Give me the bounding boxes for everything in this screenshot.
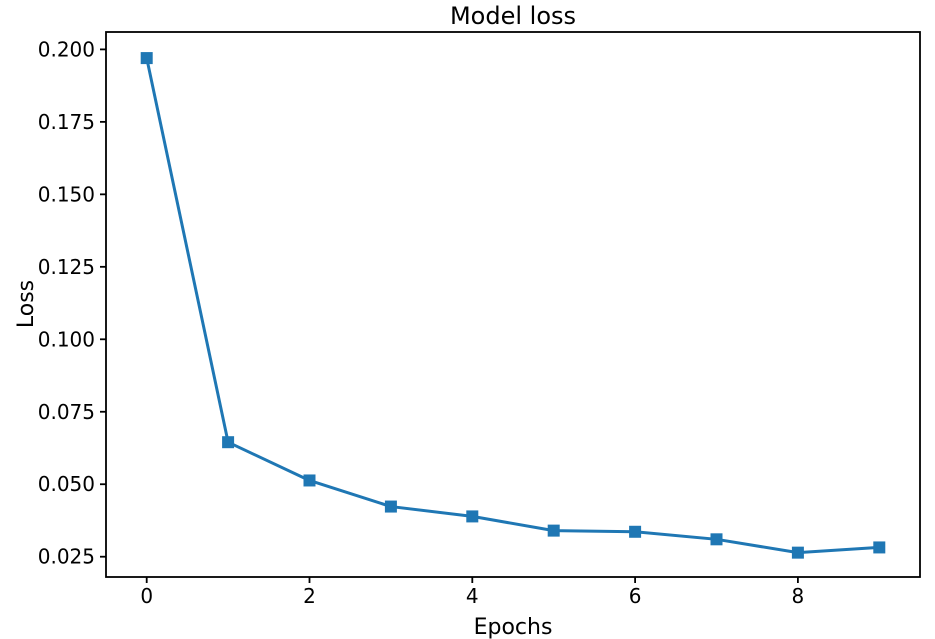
data-point-marker [710, 533, 723, 546]
x-tick-label: 4 [466, 584, 479, 608]
y-tick-label: 0.100 [38, 327, 95, 351]
plot-area: 0 2 4 6 8 0.025 0.050 0.075 0.100 0.125 0.150 0.175… [38, 31, 921, 608]
x-tick-label: 0 [140, 584, 153, 608]
y-tick-label: 0.125 [38, 255, 95, 279]
data-point-marker [140, 52, 153, 65]
data-point-marker [547, 524, 560, 537]
data-point-marker [384, 500, 397, 513]
y-tick-label: 0.050 [38, 472, 95, 496]
y-tick-label: 0.175 [38, 110, 95, 134]
y-tick-label: 0.025 [38, 545, 95, 569]
data-point-marker [222, 436, 235, 449]
x-tick-label: 6 [629, 584, 642, 608]
plot-spines [105, 31, 921, 578]
data-point-marker [873, 541, 886, 554]
data-point-marker [303, 474, 316, 487]
x-tick-label: 8 [792, 584, 805, 608]
y-tick-label: 0.200 [38, 37, 95, 61]
y-axis-label: Loss [14, 280, 39, 328]
loss-line [145, 56, 881, 555]
data-point-marker [629, 525, 642, 538]
x-tick-label: 2 [303, 584, 316, 608]
data-point-marker [791, 546, 804, 559]
data-point-marker [466, 510, 479, 523]
y-tick-label: 0.075 [38, 400, 95, 424]
chart-title: Model loss [450, 2, 576, 30]
y-tick-label: 0.150 [38, 182, 95, 206]
x-axis-label: Epochs [474, 615, 553, 639]
